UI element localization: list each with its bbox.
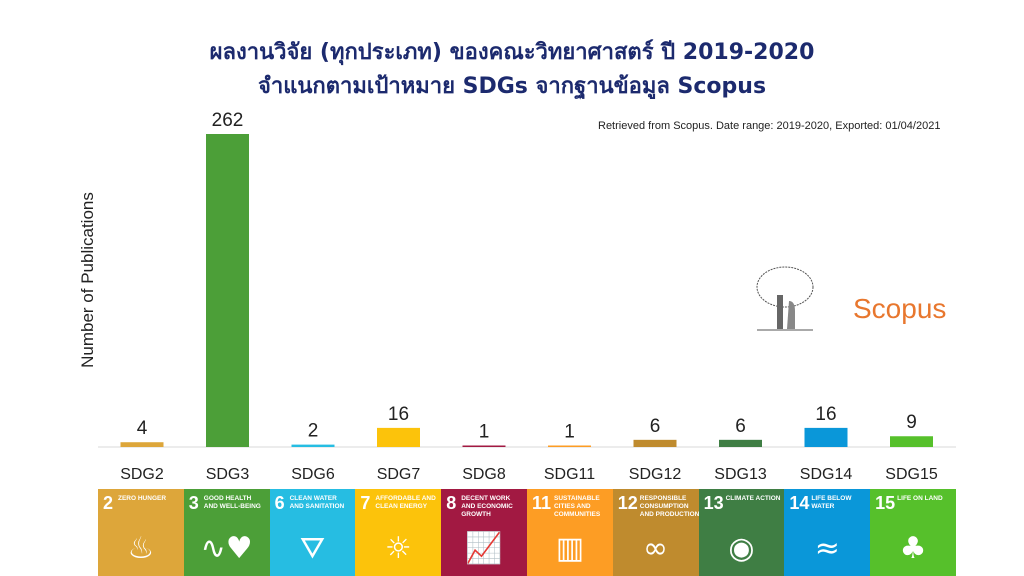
sdg-tile-6: 6 CLEAN WATER AND SANITATION ⛛ bbox=[269, 489, 356, 576]
sdg-tiles: 2 ZERO HUNGER ♨ 3 GOOD HEALTH AND WELL-BEING… bbox=[98, 489, 956, 576]
sdg-tile-14: 14 LIFE BELOW WATER ≈ bbox=[784, 489, 871, 576]
infinity-icon: ∞ bbox=[643, 531, 669, 566]
data-label: 6 bbox=[735, 416, 746, 437]
sdg-label: AFFORDABLE AND CLEAN ENERGY bbox=[375, 495, 436, 510]
fish-icon: ≈ bbox=[814, 531, 840, 566]
data-label: 2 bbox=[308, 421, 319, 442]
buildings-icon: ▥ bbox=[555, 531, 585, 566]
sdg-tile-2: 2 ZERO HUNGER ♨ bbox=[98, 489, 184, 576]
sdg-number: 15 bbox=[875, 493, 896, 513]
growth-chart-icon: 📈 bbox=[465, 531, 503, 566]
x-tick-label: SDG8 bbox=[462, 466, 506, 483]
chart-title-line2: จำแนกตามเป้าหมาย SDGs จากฐานข้อมูล Scopu… bbox=[257, 74, 767, 99]
data-label: 9 bbox=[906, 412, 917, 433]
sdg-number: 14 bbox=[789, 493, 810, 513]
bar-sdg15 bbox=[890, 436, 933, 447]
sdg-label: ZERO HUNGER bbox=[118, 495, 167, 502]
chart-title-line1: ผลงานวิจัย (ทุกประเภท) ของคณะวิทยาศาสตร์… bbox=[209, 40, 815, 65]
bowl-icon: ♨ bbox=[127, 531, 155, 566]
sdg-tile-7: 7 AFFORDABLE AND CLEAN ENERGY ☼ bbox=[355, 489, 442, 576]
bar-chart: 4 SDG2 262 SDG3 2 SDG6 16 SDG7 1 SDG8 1 SDG11 6 SDG12… bbox=[98, 110, 956, 483]
sdg-number: 2 bbox=[103, 493, 114, 513]
elsevier-tree-logo bbox=[756, 266, 814, 331]
sdg-label: RESPONSIBLE CONSUMPTION AND PRODUCTION bbox=[639, 495, 699, 518]
data-label: 6 bbox=[650, 416, 661, 437]
sdg-number: 11 bbox=[531, 493, 552, 513]
x-tick-label: SDG13 bbox=[714, 466, 767, 483]
x-tick-label: SDG2 bbox=[120, 466, 164, 483]
sun-power-icon: ☼ bbox=[384, 531, 412, 566]
data-label: 4 bbox=[137, 418, 148, 439]
tree-icon: ♣ bbox=[899, 531, 927, 566]
x-tick-label: SDG6 bbox=[291, 466, 335, 483]
bar-sdg7 bbox=[377, 427, 420, 447]
sdg-label: DECENT WORK AND ECONOMIC GROWTH bbox=[461, 495, 513, 518]
water-glass-icon: ⛛ bbox=[299, 531, 326, 566]
bar-sdg2 bbox=[120, 442, 164, 447]
sdg-number: 8 bbox=[446, 493, 457, 513]
sdg-tile-3: 3 GOOD HEALTH AND WELL-BEING ∿♥ bbox=[183, 489, 270, 576]
scopus-logo-text: Scopus bbox=[853, 293, 947, 324]
x-tick-label: SDG7 bbox=[377, 466, 421, 483]
bar-sdg8 bbox=[462, 445, 506, 447]
x-tick-label: SDG14 bbox=[800, 466, 853, 483]
sdg-label: CLIMATE ACTION bbox=[725, 495, 781, 502]
sdg-tile-13: 13 CLIMATE ACTION ◉ bbox=[698, 489, 785, 576]
source-note: Retrieved from Scopus. Date range: 2019-… bbox=[598, 120, 941, 132]
sdg-label: LIFE BELOW WATER bbox=[811, 495, 852, 510]
sdg-tile-11: 11 SUSTAINABLE CITIES AND COMMUNITIES ▥ bbox=[526, 489, 613, 576]
bar-sdg3 bbox=[206, 134, 249, 447]
data-label: 1 bbox=[479, 422, 490, 443]
eye-globe-icon: ◉ bbox=[728, 531, 755, 566]
data-label: 262 bbox=[212, 110, 244, 131]
sdg-number: 12 bbox=[617, 493, 638, 513]
x-tick-label: SDG15 bbox=[885, 466, 938, 483]
bar-sdg13 bbox=[719, 439, 762, 447]
x-tick-label: SDG3 bbox=[206, 466, 250, 483]
sdg-label: LIFE ON LAND bbox=[897, 495, 943, 502]
sdg-label: CLEAN WATER AND SANITATION bbox=[289, 495, 345, 510]
bar-sdg14 bbox=[804, 427, 848, 447]
heartbeat-icon: ∿♥ bbox=[200, 531, 253, 566]
sdg-number: 6 bbox=[274, 493, 285, 513]
sdg-tile-15: 15 LIFE ON LAND ♣ bbox=[870, 489, 956, 576]
x-tick-label: SDG12 bbox=[629, 466, 682, 483]
bar-sdg12 bbox=[633, 439, 677, 447]
sdg-number: 3 bbox=[188, 493, 199, 513]
bar-sdg6 bbox=[291, 444, 335, 447]
sdg-label: SUSTAINABLE CITIES AND COMMUNITIES bbox=[553, 495, 601, 518]
sdg-number: 13 bbox=[703, 493, 724, 513]
bar-sdg11 bbox=[548, 445, 591, 447]
sdg-tile-8: 8 DECENT WORK AND ECONOMIC GROWTH 📈 bbox=[441, 489, 527, 576]
data-label: 16 bbox=[388, 404, 409, 425]
x-tick-label: SDG11 bbox=[544, 466, 595, 483]
data-label: 16 bbox=[815, 404, 836, 425]
data-label: 1 bbox=[564, 422, 575, 443]
sdg-tile-12: 12 RESPONSIBLE CONSUMPTION AND PRODUCTION… bbox=[612, 489, 699, 576]
sdg-label: GOOD HEALTH AND WELL-BEING bbox=[203, 495, 261, 510]
sdg-number: 7 bbox=[360, 493, 371, 513]
